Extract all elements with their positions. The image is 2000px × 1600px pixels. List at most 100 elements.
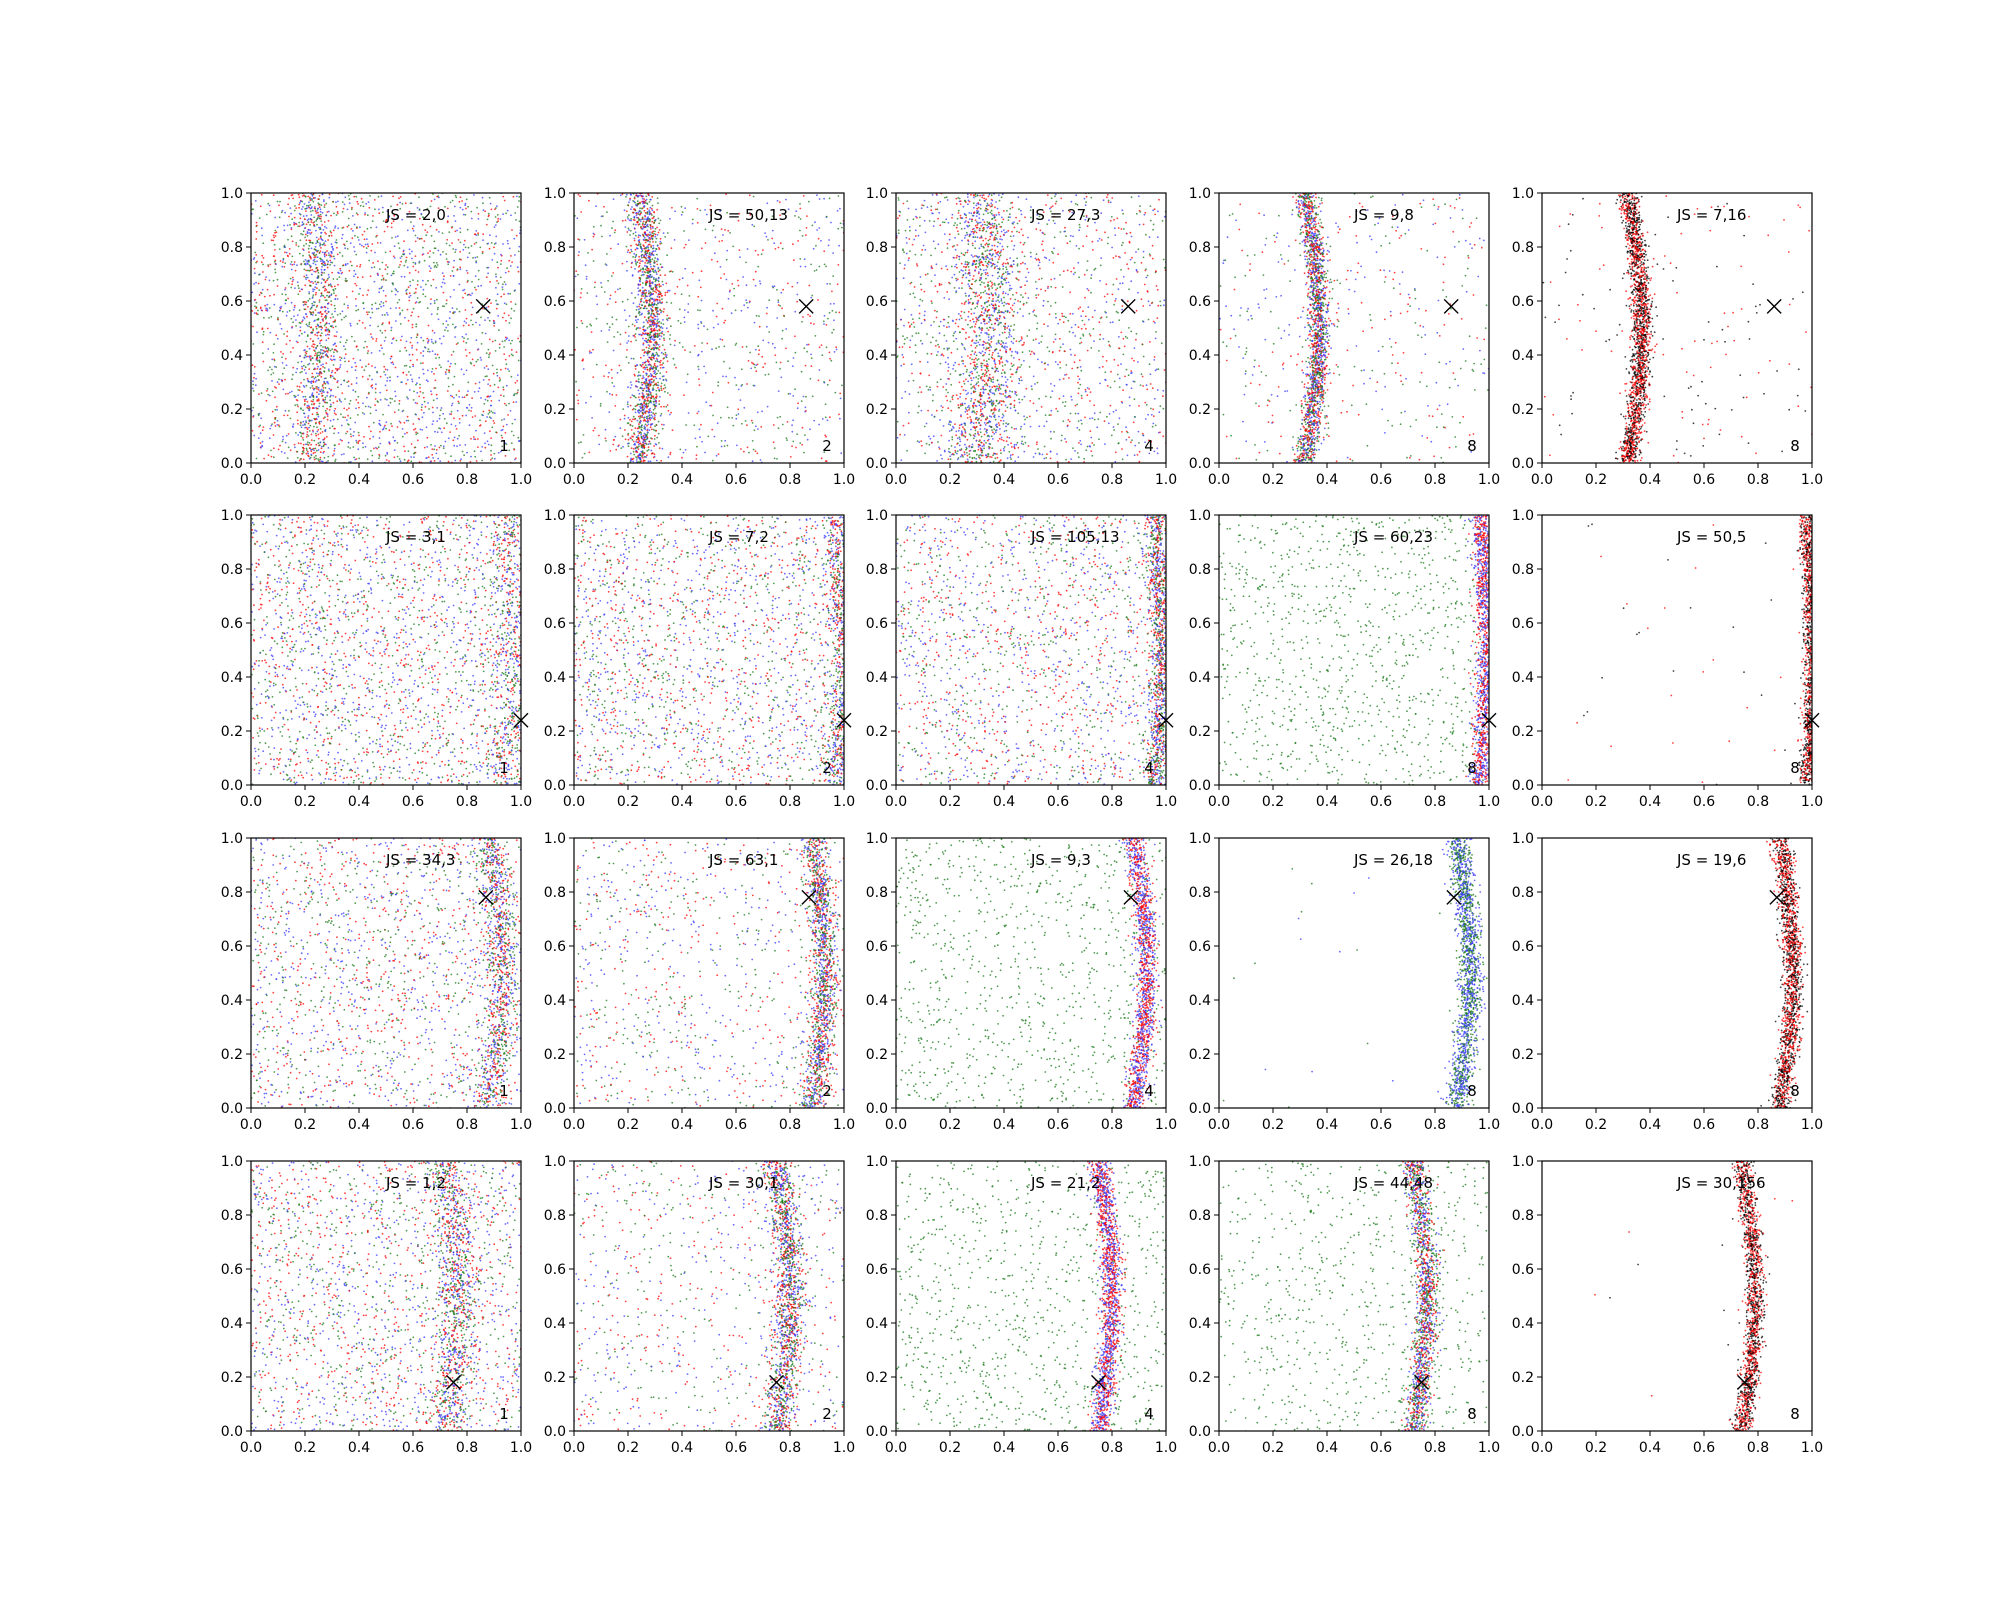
scatter-point bbox=[287, 446, 290, 449]
scatter-point bbox=[321, 306, 324, 309]
scatter-point bbox=[711, 229, 714, 232]
scatter-point bbox=[303, 399, 306, 401]
scatter-point bbox=[363, 238, 366, 241]
scatter-point bbox=[657, 381, 659, 384]
scatter-point bbox=[377, 260, 379, 263]
scatter-point bbox=[634, 368, 637, 370]
scatter-point bbox=[710, 404, 713, 407]
scatter-point bbox=[449, 275, 452, 277]
scatter-point bbox=[631, 435, 633, 438]
scatter-point bbox=[442, 445, 445, 448]
scatter-point bbox=[411, 250, 413, 253]
y-tick-label: 0.4 bbox=[221, 348, 243, 364]
scatter-point bbox=[644, 364, 647, 366]
scatter-point bbox=[335, 413, 337, 416]
scatter-point bbox=[486, 218, 489, 221]
scatter-point bbox=[343, 407, 346, 410]
scatter-point bbox=[654, 230, 656, 233]
scatter-point bbox=[403, 275, 406, 278]
scatter-point bbox=[477, 285, 480, 288]
scatter-point bbox=[325, 233, 327, 235]
scatter-point bbox=[474, 275, 477, 277]
scatter-point bbox=[271, 390, 274, 393]
scatter-point bbox=[297, 225, 299, 228]
scatter-point bbox=[418, 261, 421, 264]
scatter-point bbox=[329, 230, 332, 233]
scatter-point bbox=[648, 414, 651, 417]
scatter-point bbox=[650, 246, 653, 249]
scatter-point bbox=[754, 348, 757, 351]
scatter-point bbox=[607, 376, 610, 378]
scatter-point bbox=[281, 209, 284, 212]
scatter-point bbox=[355, 407, 357, 410]
scatter-point bbox=[816, 194, 818, 197]
scatter-point bbox=[796, 300, 799, 303]
scatter-point bbox=[633, 216, 636, 218]
scatter-point bbox=[446, 221, 449, 224]
scatter-point bbox=[328, 370, 330, 372]
scatter-point bbox=[300, 232, 302, 235]
scatter-point bbox=[432, 420, 435, 422]
scatter-point bbox=[663, 308, 665, 310]
scatter-point bbox=[433, 460, 436, 462]
scatter-point bbox=[317, 415, 320, 418]
scatter-point bbox=[516, 392, 518, 395]
scatter-point bbox=[323, 382, 326, 385]
scatter-point bbox=[330, 294, 333, 296]
scatter-point bbox=[298, 385, 301, 388]
scatter-point bbox=[654, 235, 657, 238]
scatter-point bbox=[309, 266, 312, 269]
scatter-point bbox=[740, 448, 742, 450]
scatter-point bbox=[600, 330, 603, 332]
scatter-point bbox=[432, 411, 434, 414]
scatter-point bbox=[805, 395, 807, 398]
scatter-point bbox=[426, 207, 429, 210]
scatter-point bbox=[322, 346, 324, 348]
scatter-point bbox=[507, 242, 509, 245]
scatter-point bbox=[403, 264, 406, 267]
scatter-point bbox=[684, 349, 686, 351]
scatter-point bbox=[720, 277, 722, 279]
scatter-point bbox=[516, 195, 518, 198]
scatter-point bbox=[657, 384, 660, 387]
scatter-point bbox=[493, 252, 496, 255]
scatter-point bbox=[794, 335, 796, 338]
scatter-point bbox=[637, 312, 640, 315]
scatter-point bbox=[641, 452, 644, 455]
scatter-point bbox=[465, 317, 468, 320]
scatter-point bbox=[354, 234, 356, 237]
scatter-point bbox=[328, 329, 330, 332]
scatter-point bbox=[650, 437, 652, 439]
scatter-point bbox=[418, 208, 421, 211]
scatter-point bbox=[320, 258, 323, 261]
scatter-point bbox=[517, 389, 519, 391]
scatter-point bbox=[654, 341, 656, 344]
scatter-point bbox=[306, 235, 309, 237]
scatter-point bbox=[609, 450, 612, 452]
scatter-point bbox=[386, 377, 389, 379]
scatter-point bbox=[369, 316, 372, 319]
scatter-point bbox=[496, 280, 498, 282]
scatter-point bbox=[652, 290, 655, 292]
scatter-point bbox=[717, 381, 720, 384]
scatter-point bbox=[754, 450, 757, 453]
scatter-point bbox=[339, 269, 342, 272]
scatter-point bbox=[838, 311, 841, 314]
scatter-point bbox=[641, 416, 643, 419]
scatter-point bbox=[715, 347, 718, 350]
scatter-point bbox=[370, 352, 373, 354]
scatter-point bbox=[471, 280, 473, 283]
scatter-point bbox=[802, 395, 805, 398]
scatter-point bbox=[764, 232, 766, 235]
scatter-point bbox=[385, 264, 387, 266]
scatter-point bbox=[412, 423, 415, 425]
scatter-point bbox=[318, 421, 320, 424]
scatter-point bbox=[335, 335, 337, 338]
scatter-point bbox=[330, 243, 333, 246]
scatter-point bbox=[823, 323, 825, 325]
x-tick-label: 0.8 bbox=[456, 472, 478, 488]
scatter-point bbox=[630, 457, 632, 460]
scatter-point bbox=[322, 356, 325, 358]
scatter-point bbox=[598, 443, 601, 446]
scatter-point bbox=[785, 347, 787, 350]
